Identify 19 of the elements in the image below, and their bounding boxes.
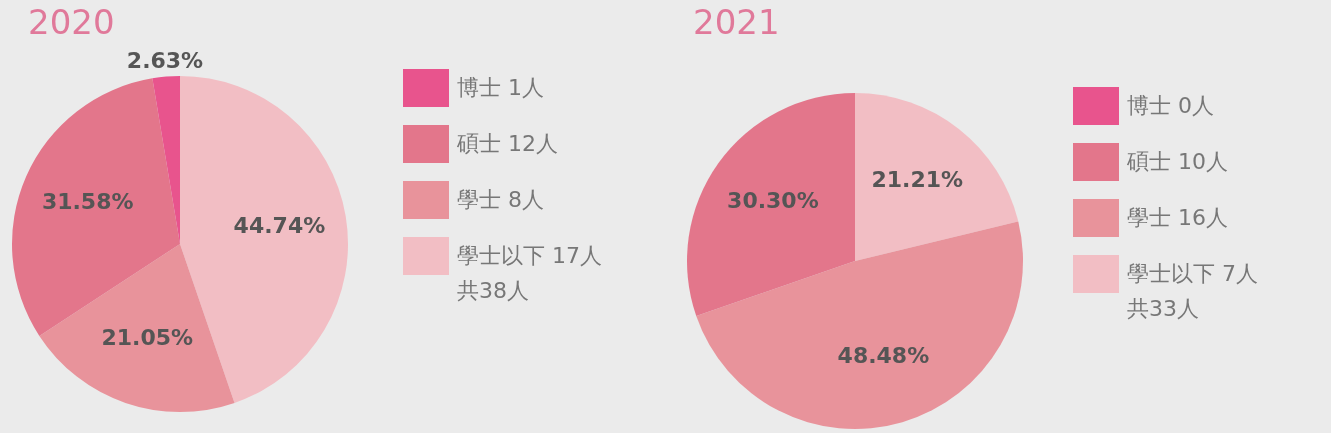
data-label: 48.48% [837, 343, 930, 369]
chart-title: 2020 [28, 2, 115, 42]
data-label: 21.21% [871, 167, 964, 193]
legend-label: 學士 16人 [1127, 204, 1228, 232]
legend-label: 學士以下 17人 [457, 242, 602, 270]
legend-label: 博士 0人 [1127, 92, 1214, 120]
legend-label: 碩士 10人 [1127, 148, 1228, 176]
legend-label: 學士以下 7人 [1127, 260, 1258, 288]
data-label: 31.58% [41, 189, 134, 215]
data-label: 2.63% [126, 48, 204, 74]
chart-title: 2021 [693, 2, 780, 42]
data-label: 44.74% [233, 213, 326, 239]
data-label: 21.05% [101, 325, 194, 351]
legend-label: 碩士 12人 [457, 130, 558, 158]
legend-label: 學士 8人 [457, 186, 544, 214]
text: 共38人 [457, 277, 530, 305]
text: 共33人 [1127, 295, 1200, 323]
data-label: 30.30% [727, 188, 819, 214]
legend-label: 博士 1人 [457, 74, 544, 102]
